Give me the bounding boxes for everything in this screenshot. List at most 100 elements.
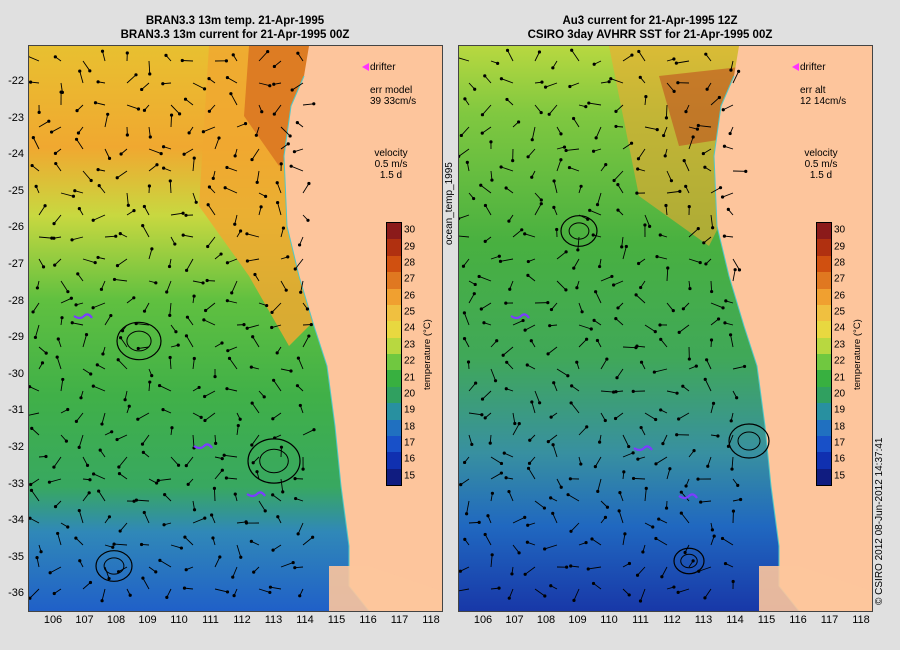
current-arrow-head bbox=[158, 558, 162, 562]
current-arrow bbox=[82, 258, 96, 264]
longitude-tick-label: 115 bbox=[327, 614, 346, 626]
colorbar-tick-label: 25 bbox=[404, 306, 416, 318]
current-arrow bbox=[566, 148, 580, 151]
colorbar-swatch bbox=[817, 386, 831, 404]
current-arrow-head bbox=[96, 168, 100, 172]
current-arrow-head bbox=[636, 157, 641, 161]
colorbar-swatch bbox=[387, 468, 401, 485]
current-arrow-head bbox=[275, 200, 280, 205]
current-arrow-head bbox=[643, 223, 647, 227]
current-arrow-head bbox=[724, 299, 728, 303]
current-arrow-head bbox=[548, 324, 552, 328]
current-arrow bbox=[481, 302, 492, 310]
current-arrow-head bbox=[91, 218, 95, 222]
current-arrow bbox=[192, 280, 204, 284]
current-arrow-head bbox=[622, 470, 626, 474]
colorbar-tick-label: 30 bbox=[834, 224, 846, 236]
current-arrow-head bbox=[716, 317, 721, 321]
current-arrow-head bbox=[717, 95, 721, 100]
current-arrow-head bbox=[213, 375, 217, 379]
current-arrow bbox=[119, 522, 128, 532]
current-arrow-head bbox=[77, 445, 81, 449]
current-arrow bbox=[226, 388, 238, 392]
current-arrow-head bbox=[661, 442, 665, 446]
current-arrow bbox=[459, 235, 470, 238]
current-arrow bbox=[480, 184, 492, 194]
current-arrow-head bbox=[511, 159, 515, 163]
coastline bbox=[283, 75, 370, 611]
current-arrow bbox=[227, 346, 238, 352]
current-arrow-head bbox=[297, 243, 302, 247]
current-arrow-head bbox=[244, 521, 249, 525]
current-arrow bbox=[570, 402, 580, 414]
right-velocity-time: 1.5 d bbox=[809, 170, 833, 181]
current-arrow bbox=[622, 533, 626, 546]
drifter-track bbox=[73, 313, 93, 320]
current-arrow-head bbox=[591, 233, 595, 237]
longitude-tick-label: 118 bbox=[852, 614, 870, 626]
current-arrow-head bbox=[29, 385, 32, 389]
current-arrow-head bbox=[293, 477, 297, 481]
current-arrow bbox=[680, 512, 690, 524]
current-arrow-head bbox=[201, 281, 205, 285]
current-arrow bbox=[567, 494, 580, 502]
current-arrow bbox=[710, 280, 713, 292]
current-arrow bbox=[60, 379, 64, 392]
current-arrow bbox=[459, 148, 470, 157]
current-arrow bbox=[731, 456, 734, 470]
current-arrow-head bbox=[167, 264, 172, 269]
current-arrow bbox=[280, 126, 291, 137]
current-arrow-head bbox=[595, 338, 600, 343]
colorbar-swatch bbox=[387, 239, 401, 256]
current-arrow bbox=[36, 557, 40, 568]
current-arrow-head bbox=[684, 184, 688, 188]
current-arrow bbox=[82, 492, 90, 502]
current-arrow-head bbox=[507, 219, 511, 223]
current-arrow-head bbox=[630, 53, 634, 57]
current-arrow-head bbox=[635, 573, 640, 577]
current-arrow bbox=[622, 346, 636, 349]
current-arrow-head bbox=[677, 330, 681, 334]
current-arrow-head bbox=[307, 181, 311, 186]
current-arrow-head bbox=[117, 472, 122, 476]
current-arrow bbox=[460, 478, 470, 485]
current-arrow-head bbox=[279, 445, 284, 449]
colorbar-tick-label: 22 bbox=[834, 355, 846, 367]
current-arrow-head bbox=[74, 303, 78, 307]
current-arrow-head bbox=[250, 443, 254, 447]
current-arrow bbox=[101, 412, 106, 425]
current-arrow bbox=[528, 468, 536, 480]
current-arrow-head bbox=[79, 396, 83, 400]
current-arrow-head bbox=[245, 259, 250, 263]
current-arrow-head bbox=[703, 377, 707, 381]
left-title-line1: BRAN3.3 13m temp. 21-Apr-1995 bbox=[145, 15, 325, 27]
left-velocity-scale: 0.5 m/s bbox=[374, 159, 408, 170]
current-arrow-head bbox=[112, 542, 116, 546]
current-arrow bbox=[192, 82, 205, 90]
current-arrow-head bbox=[688, 286, 692, 291]
current-arrow-head bbox=[264, 194, 268, 198]
current-arrow-head bbox=[551, 511, 555, 515]
current-arrow bbox=[704, 379, 712, 392]
colorbar-tick-label: 16 bbox=[404, 453, 416, 465]
current-arrow-head bbox=[97, 183, 101, 188]
current-arrow-head bbox=[134, 73, 138, 77]
current-arrow-head bbox=[526, 273, 530, 277]
current-arrow bbox=[707, 456, 712, 467]
current-arrow bbox=[82, 60, 91, 72]
current-arrow-head bbox=[684, 109, 688, 114]
current-arrow-head bbox=[142, 108, 147, 112]
current-arrow-head bbox=[292, 150, 297, 154]
current-arrow-head bbox=[164, 53, 168, 57]
current-arrow bbox=[302, 429, 315, 436]
current-arrow-head bbox=[251, 461, 255, 465]
current-arrow-head bbox=[530, 175, 534, 179]
current-arrow-head bbox=[55, 355, 59, 359]
current-arrow bbox=[57, 533, 62, 546]
current-arrow-head bbox=[279, 162, 283, 166]
current-arrow-head bbox=[639, 360, 644, 364]
current-arrow-head bbox=[76, 131, 81, 135]
current-arrow bbox=[508, 588, 514, 599]
current-arrow-head bbox=[70, 321, 74, 325]
colorbar-swatch bbox=[817, 435, 831, 453]
